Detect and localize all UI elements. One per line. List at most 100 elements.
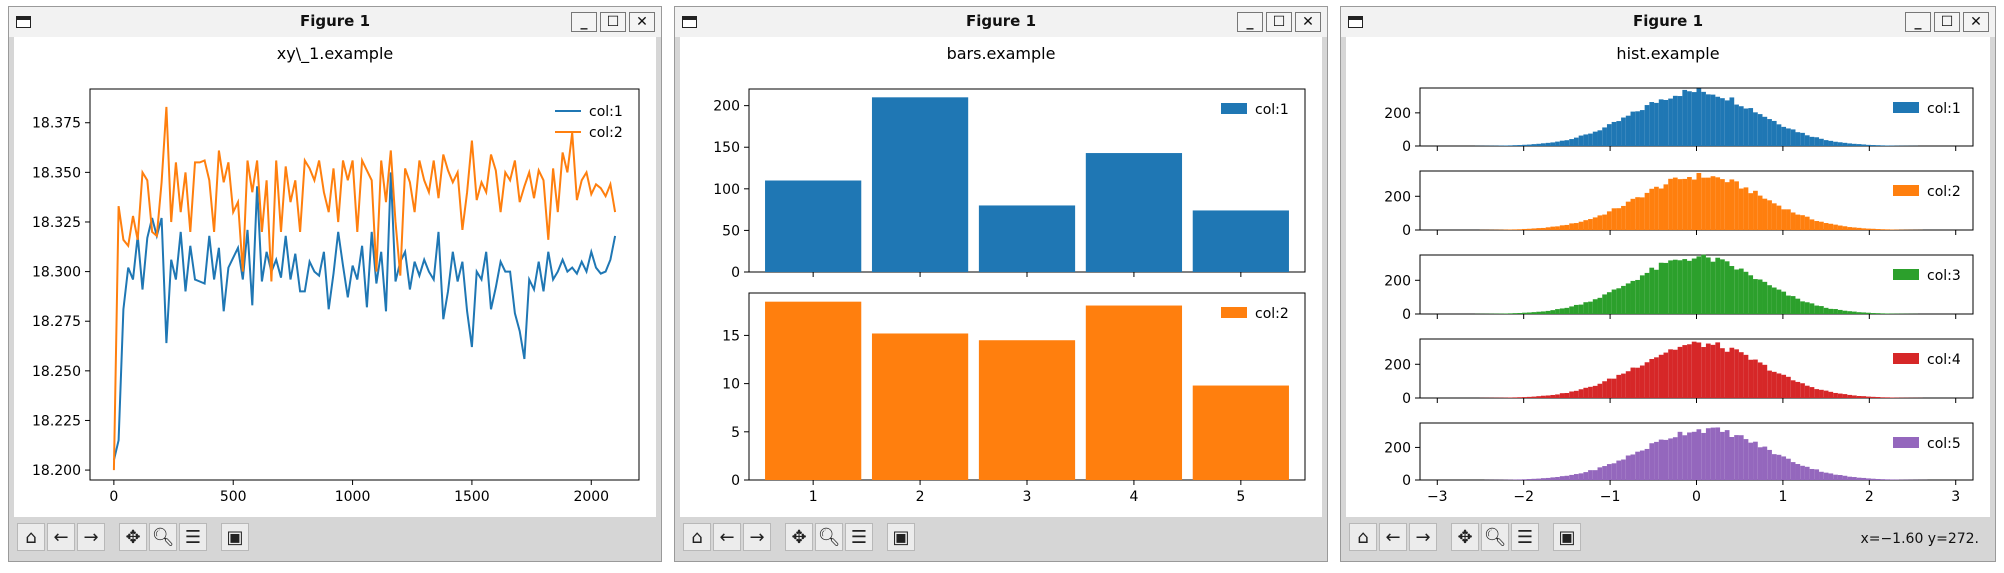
- histogram-bin: [1861, 144, 1867, 146]
- histogram-bin: [1847, 476, 1853, 480]
- pan-icon[interactable]: ✥: [785, 523, 813, 551]
- histogram-bin: [1880, 313, 1886, 314]
- histogram-bin: [1889, 397, 1895, 398]
- home-icon[interactable]: ⌂: [1349, 523, 1377, 551]
- zoom-icon[interactable]: 🔍︎: [149, 523, 177, 551]
- subplots-config-icon[interactable]: ☰: [845, 523, 873, 551]
- histogram-bin: [1814, 305, 1820, 314]
- histogram-bin: [1668, 98, 1673, 146]
- subplots-config-icon[interactable]: ☰: [179, 523, 207, 551]
- figure-canvas[interactable]: bars.example 0 50 100 150 200 col:1 0 5 10 15 1 2 3 4…: [680, 37, 1322, 517]
- histogram-bin: [1866, 228, 1871, 230]
- x-tick-label: −1: [1600, 489, 1621, 505]
- bar: [765, 180, 862, 272]
- back-arrow-icon[interactable]: ←: [1379, 523, 1407, 551]
- histogram-bin: [1621, 205, 1626, 230]
- save-icon[interactable]: ▣: [221, 523, 249, 551]
- window-icon[interactable]: [682, 16, 697, 28]
- maximize-button[interactable]: ☐: [600, 12, 626, 32]
- minimize-button[interactable]: _: [571, 12, 597, 32]
- histogram-bin: [1550, 394, 1556, 398]
- histogram-bin: [1710, 344, 1716, 398]
- title-bar[interactable]: Figure 1 _ ☐ ✕: [675, 7, 1327, 37]
- histogram-bin: [1682, 435, 1688, 480]
- zoom-icon[interactable]: 🔍︎: [815, 523, 843, 551]
- histogram-bin: [1555, 394, 1560, 398]
- histogram-bin: [1522, 144, 1527, 146]
- histogram-bin: [1644, 362, 1650, 398]
- histogram-bin: [1856, 477, 1862, 480]
- histogram-bin: [1606, 211, 1612, 230]
- histogram-bin: [1696, 172, 1702, 230]
- minimize-button[interactable]: _: [1905, 12, 1931, 32]
- histogram-bin: [1724, 430, 1730, 480]
- close-button[interactable]: ✕: [1963, 12, 1989, 32]
- figure-canvas[interactable]: xy\_1.example 0 500 1000 1500 2000 18.200 18.2…: [14, 37, 656, 517]
- histogram-bin: [1654, 186, 1659, 230]
- title-bar[interactable]: Figure 1 _ ☐ ✕: [1341, 7, 1995, 37]
- histogram-bin: [1592, 299, 1598, 314]
- histogram-bin: [1795, 132, 1801, 146]
- save-icon[interactable]: ▣: [887, 523, 915, 551]
- forward-arrow-icon[interactable]: →: [77, 523, 105, 551]
- back-arrow-icon[interactable]: ←: [47, 523, 75, 551]
- window-title: Figure 1: [299, 12, 371, 30]
- histogram-bin: [1696, 256, 1702, 314]
- histogram-bin: [1654, 102, 1659, 146]
- zoom-icon[interactable]: 🔍︎: [1481, 523, 1509, 551]
- histogram-bin: [1814, 137, 1820, 146]
- bar: [1192, 385, 1289, 480]
- histogram-bin: [1875, 478, 1881, 480]
- y-tick-label: 0: [1402, 307, 1411, 323]
- histogram-bin: [1672, 95, 1678, 146]
- pan-icon[interactable]: ✥: [119, 523, 147, 551]
- window-icon[interactable]: [1348, 16, 1363, 28]
- close-button[interactable]: ✕: [1295, 12, 1321, 32]
- navigation-toolbar: ⌂ ← → ✥ 🔍︎ ☰ ▣ x=−1.60 y=272.: [1346, 517, 1993, 557]
- histogram-bin: [1583, 134, 1589, 146]
- histogram-bin: [1672, 177, 1678, 230]
- window-icon[interactable]: [16, 16, 31, 28]
- bar: [871, 97, 969, 272]
- legend-label: col:4: [1927, 352, 1961, 368]
- maximize-button[interactable]: ☐: [1934, 12, 1960, 32]
- title-bar[interactable]: Figure 1 _ ☐ ✕: [9, 7, 661, 37]
- histogram-bin: [1536, 396, 1541, 398]
- figure-canvas[interactable]: hist.example 0 200 col:1 0 200 col:2 0 200 col:3…: [1346, 37, 1990, 517]
- forward-arrow-icon[interactable]: →: [1409, 523, 1437, 551]
- y-tick-label: 200: [713, 99, 740, 115]
- home-icon[interactable]: ⌂: [683, 523, 711, 551]
- histogram-bin: [1866, 478, 1871, 480]
- histogram-bin: [1668, 260, 1673, 314]
- histogram-bin: [1828, 223, 1834, 230]
- histogram-bin: [1776, 205, 1782, 230]
- histogram-bin: [1602, 127, 1607, 146]
- histogram-bin: [1856, 144, 1862, 146]
- forward-arrow-icon[interactable]: →: [743, 523, 771, 551]
- histogram-bin: [1710, 427, 1716, 480]
- bar: [1192, 210, 1289, 272]
- home-icon[interactable]: ⌂: [17, 523, 45, 551]
- histogram-bin: [1616, 288, 1622, 314]
- histogram-bin: [1734, 435, 1739, 480]
- histogram-bin: [1875, 145, 1881, 146]
- histogram-bin: [1753, 112, 1758, 146]
- histogram-bin: [1847, 227, 1853, 230]
- histogram-bin: [1842, 310, 1848, 314]
- histogram-bin: [1635, 111, 1640, 146]
- back-arrow-icon[interactable]: ←: [713, 523, 741, 551]
- histogram-bin: [1795, 214, 1801, 230]
- pan-icon[interactable]: ✥: [1451, 523, 1479, 551]
- minimize-button[interactable]: _: [1237, 12, 1263, 32]
- subplots-config-icon[interactable]: ☰: [1511, 523, 1539, 551]
- histogram-bin: [1536, 143, 1541, 146]
- histogram-bin: [1573, 304, 1579, 314]
- histogram-bin: [1635, 451, 1640, 480]
- maximize-button[interactable]: ☐: [1266, 12, 1292, 32]
- histogram-bin: [1734, 181, 1739, 230]
- histogram-bin: [1743, 187, 1749, 230]
- save-icon[interactable]: ▣: [1553, 523, 1581, 551]
- histogram-bin: [1555, 141, 1560, 146]
- close-button[interactable]: ✕: [629, 12, 655, 32]
- histogram-bin: [1663, 262, 1669, 314]
